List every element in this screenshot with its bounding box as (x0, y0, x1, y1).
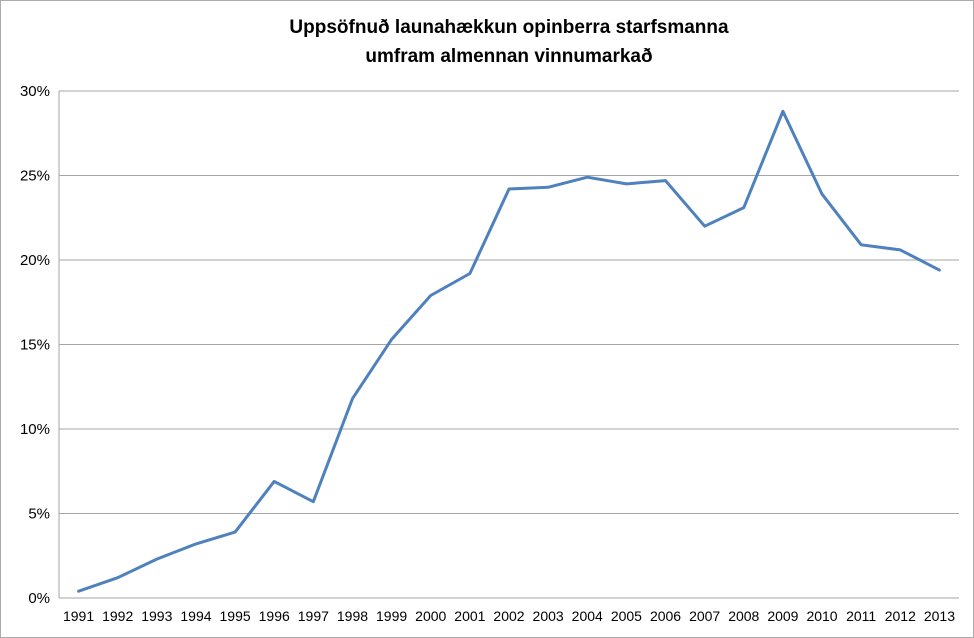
x-axis-label: 1991 (63, 608, 94, 624)
x-axis-label: 2007 (689, 608, 720, 624)
x-axis-label: 1999 (376, 608, 407, 624)
data-series-line (77, 109, 941, 593)
x-axis-label: 2005 (611, 608, 642, 624)
chart-title-line-2: umfram almennan vinnumarkað (365, 46, 653, 67)
x-axis-label: 2013 (924, 608, 955, 624)
x-axis-label: 2002 (493, 608, 524, 624)
chart-title-line-1: Uppsöfnuð launahækkun opinberra starfsma… (289, 17, 729, 38)
y-axis-label: 10% (20, 421, 50, 438)
chart-title: Uppsöfnuð launahækkun opinberra starfsma… (59, 13, 959, 71)
x-axis-label: 2004 (572, 608, 603, 624)
x-axis-label: 2001 (454, 608, 485, 624)
x-axis-label: 2011 (846, 608, 876, 624)
x-axis-label: 2006 (650, 608, 681, 624)
x-axis-label: 1993 (141, 608, 172, 624)
y-axis-label: 30% (20, 83, 50, 100)
x-axis-label: 2010 (806, 608, 837, 624)
x-axis-label: 1994 (180, 608, 211, 624)
x-axis-label: 2009 (767, 608, 798, 624)
y-axis-label: 0% (28, 590, 50, 607)
x-axis-label: 1998 (337, 608, 368, 624)
y-axis-label: 15% (20, 337, 50, 354)
x-axis-label: 1996 (259, 608, 290, 624)
x-axis-label: 2003 (533, 608, 564, 624)
x-axis-label: 2000 (415, 608, 446, 624)
y-axis-label: 5% (28, 506, 50, 523)
y-axis-label: 25% (20, 168, 50, 185)
y-axis-label: 20% (20, 252, 50, 269)
x-axis-label: 1997 (298, 608, 329, 624)
x-axis-label: 2008 (728, 608, 759, 624)
x-axis-label: 2012 (885, 608, 916, 624)
x-axis-label: 1992 (102, 608, 133, 624)
x-axis-label: 1995 (220, 608, 251, 624)
